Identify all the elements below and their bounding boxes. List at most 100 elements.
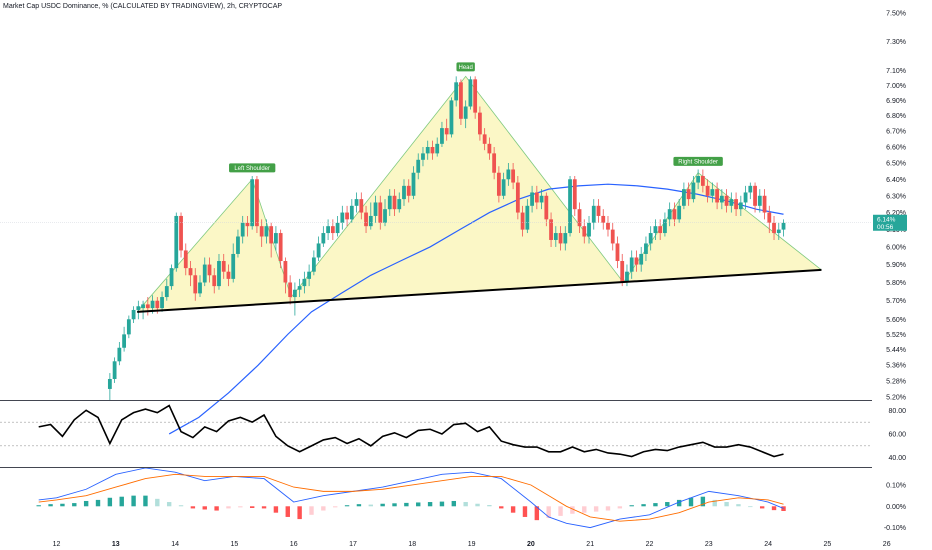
price-tick-label: 7.00% — [886, 83, 906, 90]
candle — [591, 199, 596, 230]
price-axis[interactable]: 7.50% 7.30% 7.10% 7.00% 6.90% 6.80% 6.70% 6.60%… — [884, 10, 906, 532]
candle-body — [748, 185, 753, 193]
candle — [634, 250, 639, 272]
macd-histogram-bar — [273, 506, 279, 513]
candle — [734, 192, 738, 216]
candle-body — [198, 282, 202, 294]
candle-body — [174, 215, 179, 269]
candle — [392, 189, 397, 216]
macd-histogram-bar — [629, 505, 634, 507]
candle-body — [534, 192, 539, 203]
candle-body — [558, 233, 563, 244]
price-tick-label: 6.70% — [886, 129, 906, 136]
macd-histogram-bar — [119, 496, 124, 507]
candle — [781, 219, 786, 237]
candle-body — [639, 253, 644, 265]
candle-body — [245, 222, 250, 227]
annotations-layer: Left Shoulder Head Right Shoulder — [229, 62, 723, 173]
pattern-annotation: Head — [456, 62, 475, 72]
candle-body — [212, 275, 217, 287]
time-axis[interactable]: 12 13 14 15 16 17 18 19 20 21 22 23 24 25 26 — [53, 541, 891, 548]
candle-body — [107, 378, 112, 389]
candle-body — [539, 195, 544, 203]
candle-body — [677, 205, 682, 220]
candle — [107, 373, 112, 402]
candle — [402, 179, 406, 206]
candle — [729, 192, 734, 213]
candle-body — [278, 233, 283, 262]
macd-tick-label: 0.00% — [886, 504, 906, 511]
candle — [160, 291, 164, 312]
candle-body — [236, 236, 240, 254]
candle-body — [582, 226, 587, 237]
candle — [440, 121, 444, 148]
time-tick-label: 17 — [349, 541, 357, 548]
price-tick-label: 6.30% — [886, 193, 906, 200]
candle-body — [311, 257, 316, 272]
price-tag: 6.14%00:56 — [0, 214, 907, 231]
macd-histogram-bar — [416, 502, 421, 507]
macd-histogram-bar — [214, 506, 219, 511]
macd-signal-line — [38, 473, 784, 522]
candle-body — [416, 159, 421, 173]
candle-body — [549, 219, 553, 240]
candle-body — [449, 100, 454, 135]
candle — [416, 153, 421, 180]
candle-body — [753, 185, 757, 206]
macd-histogram-bar — [451, 500, 457, 507]
candle-body — [663, 219, 667, 234]
candle-body — [587, 222, 591, 237]
price-tag-box — [873, 214, 907, 231]
candle-body — [383, 209, 387, 223]
candle — [762, 189, 767, 220]
macd-histogram-bar — [676, 499, 682, 507]
candle-body — [193, 275, 198, 294]
candle — [340, 205, 345, 230]
annotation-badge — [456, 62, 475, 72]
candle-body — [644, 243, 648, 254]
candle — [667, 202, 672, 227]
candle-body — [164, 286, 169, 298]
candle — [397, 192, 402, 213]
candle — [207, 257, 212, 283]
price-tick-label: 6.20% — [886, 210, 906, 217]
candle — [231, 243, 236, 283]
time-tick-label: 12 — [53, 541, 61, 548]
macd-histogram-bar — [202, 506, 207, 510]
candle — [278, 229, 283, 269]
candle-body — [411, 172, 416, 196]
candle-body — [264, 226, 269, 237]
time-tick-label: 18 — [408, 541, 416, 548]
macd-histogram-bar — [333, 506, 338, 508]
time-tick-label: 15 — [231, 541, 239, 548]
neckline-layer — [137, 268, 822, 313]
candle-body — [169, 268, 174, 287]
candle — [202, 257, 207, 287]
macd-histogram-bar — [546, 506, 551, 519]
candle-body — [373, 202, 378, 216]
candle — [511, 163, 516, 190]
candle-body — [762, 195, 767, 213]
macd-histogram-bar — [226, 506, 231, 509]
macd-histogram-bar — [72, 503, 77, 507]
candle — [677, 199, 682, 223]
candle-body — [700, 175, 705, 186]
candle — [601, 209, 606, 230]
candle-body — [596, 205, 601, 216]
macd-histogram-bar — [107, 497, 113, 507]
candle-body — [525, 205, 530, 230]
price-tick-label: 6.40% — [886, 177, 906, 184]
time-tick-label: 25 — [824, 541, 832, 548]
candle — [316, 236, 321, 262]
candle — [644, 236, 648, 262]
price-tick-label: 7.10% — [886, 68, 906, 75]
candle-body — [425, 147, 430, 154]
price-tick-label: 7.30% — [886, 39, 906, 46]
candle — [710, 182, 715, 203]
pane-separators[interactable] — [0, 400, 872, 468]
candle — [430, 140, 435, 160]
candle-body — [501, 179, 506, 196]
candle — [544, 192, 549, 227]
macd-histogram-bar — [166, 502, 172, 507]
